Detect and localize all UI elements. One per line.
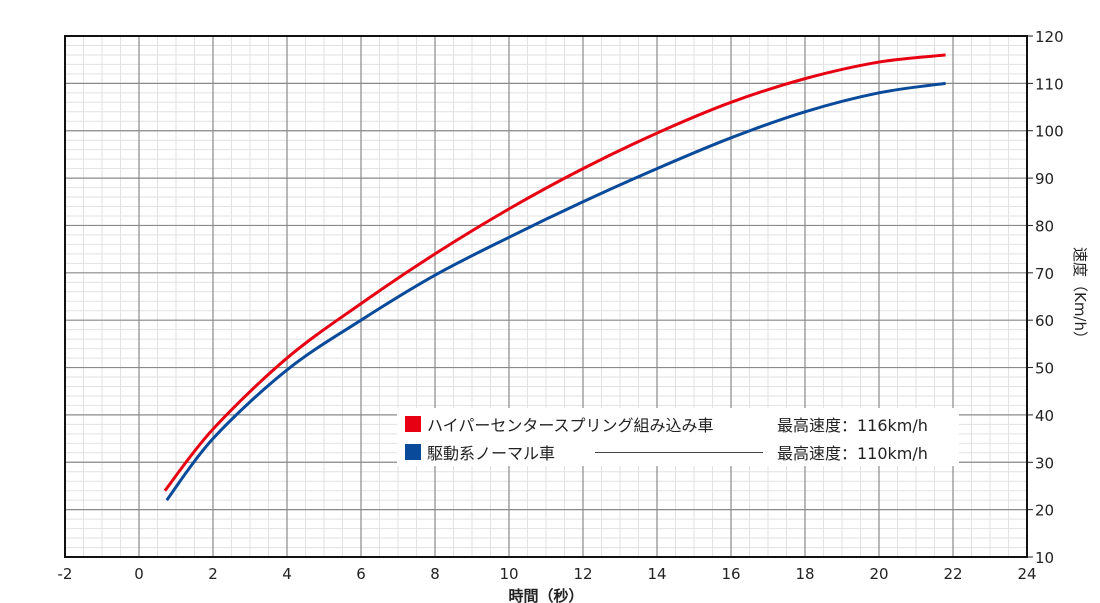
x-tick-label: 0 <box>134 565 144 583</box>
legend-item-blue: 駆動系ノーマル車 最高速度：110km/h <box>405 440 945 464</box>
legend-swatch-blue <box>405 444 421 460</box>
x-tick-label: 2 <box>208 565 218 583</box>
legend-max-speed: 最高速度：110km/h <box>777 444 928 463</box>
y-tick-label: 100 <box>1035 123 1064 141</box>
x-axis-label: 時間（秒） <box>508 587 583 603</box>
y-tick-label: 40 <box>1035 407 1054 425</box>
x-tick-label: 20 <box>869 565 888 583</box>
x-tick-label: 8 <box>430 565 440 583</box>
y-tick-label: 10 <box>1035 549 1054 567</box>
legend-item-red: ハイパーセンタースプリング組み込み車 最高速度：116km/h <box>405 412 928 436</box>
x-tick-label: 24 <box>1017 565 1036 583</box>
x-tick-label: 14 <box>647 565 666 583</box>
series-line-red <box>163 53 946 492</box>
y-tick-label: 70 <box>1035 265 1054 283</box>
x-tick-label: 18 <box>795 565 814 583</box>
x-tick-label: 10 <box>499 565 518 583</box>
series-line-blue <box>165 81 946 502</box>
y-tick-label: 30 <box>1035 454 1054 472</box>
legend-label: 駆動系ノーマル車 <box>427 444 556 463</box>
x-tick-label: 22 <box>943 565 962 583</box>
y-tick-label: 80 <box>1035 217 1054 235</box>
plot-border <box>64 35 1028 558</box>
legend-label: ハイパーセンタースプリング組み込み車 <box>427 416 714 435</box>
legend: ハイパーセンタースプリング組み込み車 最高速度：116km/h 駆動系ノーマル車… <box>397 408 959 466</box>
y-tick-label: 60 <box>1035 312 1054 330</box>
y-tick-label: 110 <box>1035 75 1064 93</box>
x-tick-label: 6 <box>356 565 366 583</box>
y-tick-label: 50 <box>1035 360 1054 378</box>
legend-leader-line <box>595 452 763 453</box>
y-tick-label: 120 <box>1035 28 1064 46</box>
legend-max-speed: 最高速度：116km/h <box>777 416 928 435</box>
y-axis-label: 速度（Km/h） <box>1071 247 1089 346</box>
x-tick-label: 4 <box>282 565 292 583</box>
x-tick-label: 12 <box>573 565 592 583</box>
y-tick-label: 90 <box>1035 170 1054 188</box>
x-tick-label: -2 <box>58 565 73 583</box>
x-tick-label: 16 <box>721 565 740 583</box>
legend-swatch-red <box>405 416 421 432</box>
y-tick-label: 20 <box>1035 502 1054 520</box>
